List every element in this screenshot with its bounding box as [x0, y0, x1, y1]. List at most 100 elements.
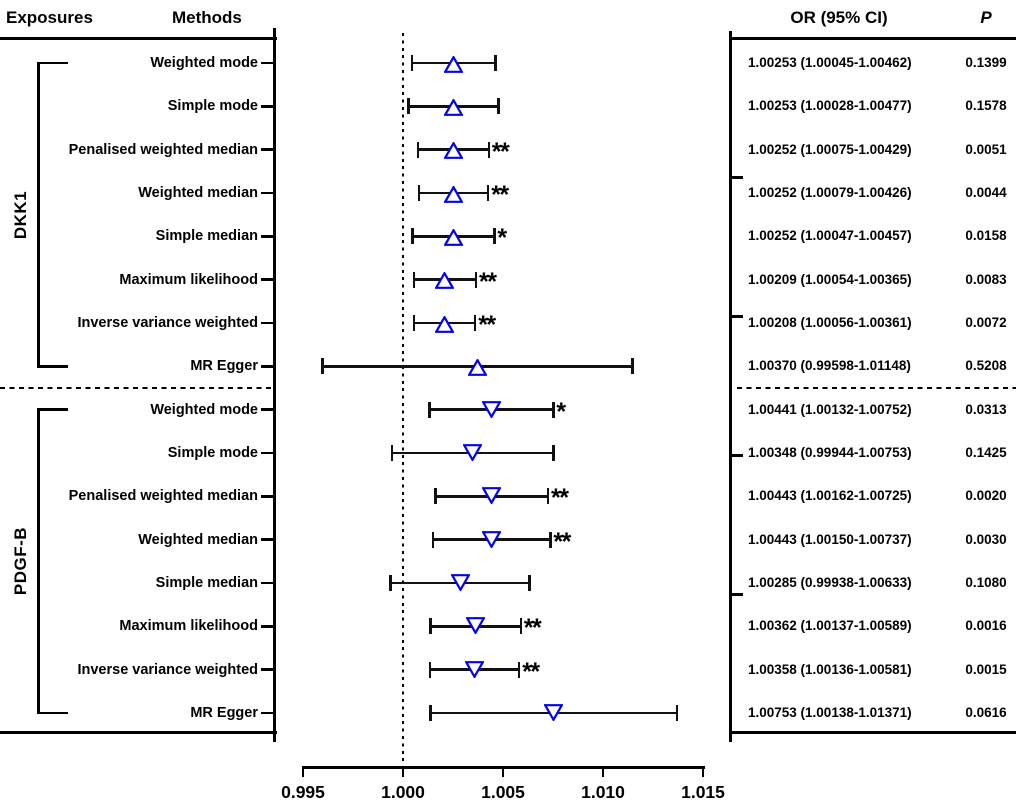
- or-marker-triangle-up: [443, 97, 464, 121]
- or-ci-value: 1.00252 (1.00047-1.00457): [748, 228, 912, 244]
- or-ci-value: 1.00285 (0.99938-1.00633): [748, 575, 912, 590]
- right-panel-bottom-line: [729, 731, 1016, 734]
- or-ci-value: 1.00443 (1.00150-1.00737): [748, 531, 912, 547]
- or-ci-value: 1.00348 (0.99944-1.00753): [748, 445, 912, 460]
- method-label: Simple median: [155, 228, 258, 245]
- method-label: Maximum likelihood: [119, 618, 258, 635]
- ci-lower-cap: [428, 661, 432, 678]
- group-bracket-top-arm: [37, 61, 68, 65]
- ci-upper-cap: [631, 358, 634, 375]
- method-label: Penalised weighted median: [68, 141, 258, 158]
- or-marker-triangle-up: [443, 54, 464, 78]
- p-value: 0.0072: [965, 315, 1007, 330]
- ci-lower-cap: [410, 55, 414, 71]
- left-panel-top-line: [0, 37, 277, 40]
- method-row-tick: [261, 191, 274, 195]
- right-bracket-tick: [731, 454, 743, 457]
- or-marker-triangle-down: [465, 617, 486, 639]
- group-bracket-top-arm: [37, 408, 68, 411]
- significance-asterisks: **: [478, 311, 496, 339]
- or-ci-value: 1.00441 (1.00132-1.00752): [748, 401, 912, 417]
- ci-upper-cap: [549, 531, 552, 548]
- p-value: 0.0313: [965, 401, 1007, 417]
- ci-lower-cap: [431, 531, 435, 548]
- significance-asterisks: **: [551, 484, 569, 513]
- method-label: Penalised weighted median: [68, 488, 258, 505]
- method-row-tick: [261, 451, 274, 455]
- method-label: Weighted mode: [150, 401, 258, 418]
- right-panel-bracket-line: [729, 31, 732, 742]
- ci-lower-cap: [434, 488, 437, 505]
- p-value: 0.0083: [965, 271, 1007, 287]
- p-value: 0.1399: [965, 55, 1007, 70]
- significance-asterisks: **: [491, 181, 509, 209]
- ci-lower-cap: [321, 358, 324, 375]
- ci-upper-cap: [528, 575, 531, 591]
- ci-upper-cap: [473, 315, 477, 331]
- or-ci-value: 1.00362 (1.00137-1.00589): [748, 618, 912, 634]
- right-bracket-tick: [731, 315, 743, 318]
- p-value: 0.0616: [965, 705, 1007, 720]
- x-axis-tick: [401, 766, 405, 777]
- or-marker-triangle-up: [443, 184, 464, 208]
- ci-upper-cap: [552, 401, 555, 418]
- p-value: 0.0158: [965, 228, 1007, 244]
- or-marker-triangle-down: [449, 574, 471, 596]
- method-row-tick: [261, 321, 274, 325]
- x-axis-tick: [701, 766, 705, 777]
- method-row-tick: [261, 365, 274, 368]
- ci-upper-cap: [519, 618, 523, 635]
- right-panel-group-divider: [737, 387, 1016, 390]
- method-row-tick: [261, 711, 274, 715]
- or-marker-triangle-down: [462, 444, 483, 466]
- or-ci-value: 1.00253 (1.00045-1.00462): [748, 55, 912, 70]
- or-ci-value: 1.00252 (1.00079-1.00426): [748, 185, 912, 200]
- ci-lower-cap: [428, 401, 431, 418]
- ci-lower-cap: [389, 575, 392, 591]
- ci-upper-cap: [487, 141, 491, 158]
- exposures-header: Exposures: [6, 8, 93, 27]
- or-marker-triangle-down: [481, 487, 502, 509]
- or-ci-value: 1.00209 (1.00054-1.00365): [748, 271, 912, 287]
- method-row-tick: [261, 61, 274, 65]
- ci-lower-cap: [416, 141, 420, 158]
- p-value: 0.5208: [965, 358, 1007, 374]
- significance-asterisks: *: [556, 397, 566, 426]
- or-ci-value: 1.00370 (0.99598-1.01148): [748, 358, 911, 374]
- method-label: Maximum likelihood: [119, 271, 258, 288]
- group-bracket-vertical: [37, 409, 40, 713]
- ci-lower-cap: [429, 705, 432, 721]
- method-label: Weighted median: [138, 185, 258, 201]
- ci-upper-cap: [552, 445, 555, 461]
- method-label: Simple median: [155, 575, 258, 591]
- group-bracket-bottom-arm: [37, 365, 68, 368]
- ci-lower-cap: [417, 185, 421, 201]
- method-row-tick: [261, 538, 274, 541]
- or-marker-triangle-up: [434, 271, 455, 294]
- method-label: Weighted mode: [150, 55, 258, 71]
- x-axis-tick-label: 0.995: [281, 782, 325, 802]
- p-value: 0.1578: [965, 98, 1007, 114]
- p-value: 0.0015: [965, 661, 1007, 677]
- method-row-tick: [261, 581, 274, 585]
- method-row-tick: [261, 278, 274, 281]
- method-label: MR Egger: [190, 705, 258, 721]
- or-ci-value: 1.00208 (1.00056-1.00361): [748, 315, 912, 330]
- right-panel-top-line: [729, 37, 1016, 40]
- method-row-tick: [261, 235, 274, 238]
- or-marker-triangle-down: [481, 530, 502, 553]
- exposure-label: DKK1: [11, 190, 30, 239]
- or-marker-triangle-down: [464, 660, 485, 683]
- or-ci-header: OR (95% CI): [790, 8, 888, 27]
- left-panel-axis-line: [273, 28, 276, 742]
- right-bracket-tick: [731, 176, 743, 179]
- ci-upper-cap: [497, 98, 500, 115]
- ci-upper-cap: [474, 271, 478, 288]
- ci-upper-cap: [546, 488, 550, 505]
- method-label: Simple mode: [167, 445, 258, 461]
- or-marker-triangle-up: [466, 357, 488, 381]
- p-value: 0.0044: [965, 185, 1007, 200]
- or-marker-triangle-up: [443, 227, 464, 251]
- ci-lower-cap: [412, 315, 416, 331]
